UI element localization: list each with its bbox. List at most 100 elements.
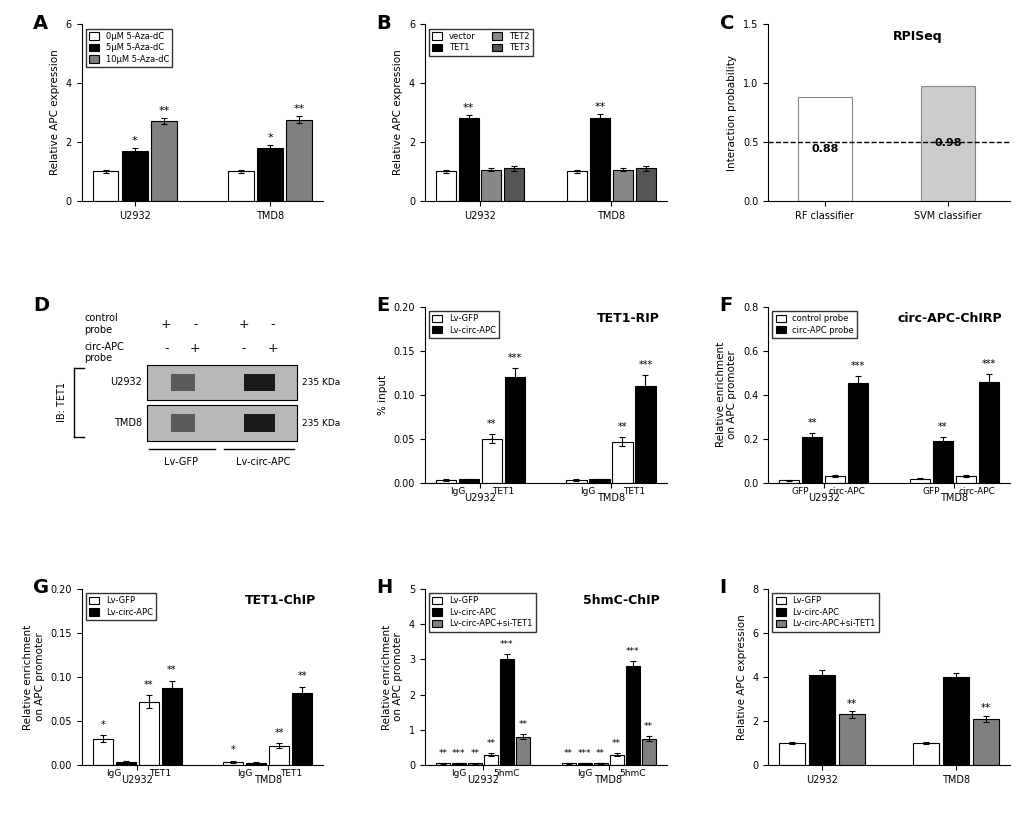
Text: **: **	[518, 720, 527, 729]
Bar	[286, 120, 312, 201]
Bar	[227, 172, 254, 201]
Text: TET1-RIP: TET1-RIP	[596, 312, 658, 325]
Bar	[459, 119, 478, 201]
Text: TMD8: TMD8	[114, 418, 142, 428]
Text: ***: ***	[626, 647, 639, 656]
Y-axis label: Relative APC expression: Relative APC expression	[50, 50, 60, 176]
Bar	[635, 386, 655, 483]
Text: **: **	[438, 749, 447, 758]
Text: **: **	[807, 418, 816, 428]
Bar	[589, 479, 609, 483]
Text: **: **	[618, 422, 627, 431]
Text: **: **	[595, 749, 604, 758]
Text: **: **	[486, 739, 495, 748]
Bar	[459, 479, 479, 483]
Text: **: **	[144, 681, 153, 690]
Bar	[161, 688, 181, 765]
Text: **: **	[159, 106, 170, 116]
Text: ***: ***	[499, 640, 513, 649]
Text: -: -	[270, 317, 274, 330]
Bar	[435, 480, 455, 483]
Bar	[838, 715, 864, 765]
Bar	[641, 739, 655, 765]
Text: TET1: TET1	[279, 769, 302, 778]
Text: B: B	[376, 14, 391, 33]
Y-axis label: Relative enrichment
on APC promoter: Relative enrichment on APC promoter	[715, 342, 737, 448]
Bar	[779, 480, 799, 483]
FancyBboxPatch shape	[147, 365, 297, 400]
Text: **: **	[937, 422, 947, 431]
Bar	[93, 172, 118, 201]
Text: circ-APC-ChIRP: circ-APC-ChIRP	[897, 312, 1002, 325]
Bar	[451, 764, 466, 765]
Bar	[435, 172, 455, 201]
Text: 5hmC-ChIP: 5hmC-ChIP	[582, 594, 658, 607]
Bar	[291, 693, 312, 765]
Text: C: C	[719, 14, 734, 33]
Legend: vector, TET1, TET2, TET3: vector, TET1, TET2, TET3	[429, 28, 533, 55]
Bar	[609, 755, 623, 765]
Text: +: +	[267, 343, 277, 356]
Text: *: *	[132, 136, 138, 147]
Bar	[931, 441, 952, 483]
Text: **: **	[611, 739, 621, 748]
Text: A: A	[34, 14, 48, 33]
Text: **: **	[846, 699, 856, 709]
Text: IgG: IgG	[580, 487, 595, 496]
Bar	[779, 743, 804, 765]
Bar	[801, 436, 821, 483]
Text: GFP: GFP	[791, 487, 809, 496]
Text: ***: ***	[507, 353, 522, 363]
Y-axis label: % input: % input	[378, 374, 387, 415]
Text: IgG: IgG	[236, 769, 252, 778]
Y-axis label: Relative enrichment
on APC promoter: Relative enrichment on APC promoter	[23, 624, 45, 729]
Bar	[257, 148, 282, 201]
Text: **: **	[293, 104, 305, 114]
Bar	[808, 675, 835, 765]
Text: 0.88: 0.88	[810, 144, 838, 154]
Text: IB: TET1: IB: TET1	[57, 382, 67, 422]
Legend: Lv-GFP, Lv-circ-APC: Lv-GFP, Lv-circ-APC	[429, 311, 499, 338]
Text: U2932: U2932	[110, 378, 142, 387]
Legend: control probe, circ-APC probe: control probe, circ-APC probe	[771, 311, 857, 338]
Text: Lv-GFP: Lv-GFP	[163, 457, 198, 466]
Bar	[635, 168, 655, 201]
Legend: 0μM 5-Aza-dC, 5μM 5-Aza-dC, 10μM 5-Aza-dC: 0μM 5-Aza-dC, 5μM 5-Aza-dC, 10μM 5-Aza-d…	[86, 28, 172, 68]
Text: GFP: GFP	[921, 487, 938, 496]
Text: ***: ***	[578, 749, 591, 758]
Bar	[504, 377, 525, 483]
Bar	[847, 383, 867, 483]
Text: **: **	[167, 665, 176, 675]
Text: circ-APC: circ-APC	[827, 487, 864, 496]
Bar	[483, 755, 497, 765]
Text: **: **	[470, 749, 479, 758]
FancyBboxPatch shape	[244, 374, 275, 392]
Bar	[115, 762, 136, 765]
Text: +: +	[238, 317, 249, 330]
Bar	[912, 743, 938, 765]
Text: -: -	[164, 343, 168, 356]
Text: 235 KDa: 235 KDa	[302, 418, 339, 427]
Text: IgG: IgG	[577, 769, 592, 778]
Bar	[246, 763, 266, 765]
Text: *: *	[100, 720, 105, 730]
Text: **: **	[564, 749, 573, 758]
Bar	[611, 441, 632, 483]
Y-axis label: Relative enrichment
on APC promoter: Relative enrichment on APC promoter	[381, 624, 403, 729]
Text: 0.98: 0.98	[933, 138, 961, 148]
Text: **: **	[487, 419, 496, 429]
Text: ***: ***	[980, 358, 995, 369]
Text: **: **	[463, 103, 474, 112]
Bar	[612, 170, 632, 201]
Text: 235 KDa: 235 KDa	[302, 378, 339, 387]
Bar	[824, 475, 845, 483]
Bar	[139, 702, 159, 765]
Text: ***: ***	[850, 361, 864, 370]
Bar	[561, 764, 575, 765]
Bar	[566, 480, 586, 483]
Text: -: -	[193, 317, 198, 330]
Y-axis label: Interaction probability: Interaction probability	[727, 55, 737, 171]
FancyBboxPatch shape	[171, 414, 195, 431]
Text: TET1: TET1	[149, 769, 171, 778]
FancyBboxPatch shape	[171, 374, 195, 392]
